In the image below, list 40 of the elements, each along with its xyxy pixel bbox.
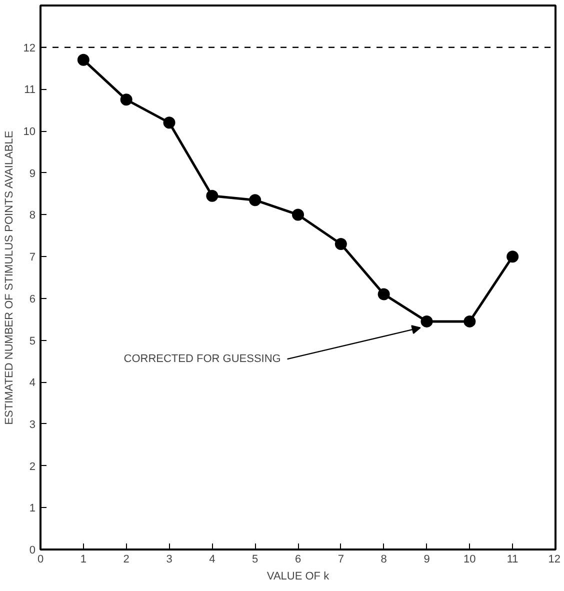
point [378,288,390,300]
y-tick-label: 8 [29,210,36,222]
x-tick-label: 7 [338,554,344,566]
x-tick-label: 9 [424,554,430,566]
y-tick-label: 7 [29,252,36,264]
x-tick-label: 5 [252,554,258,566]
y-tick-label: 6 [29,293,36,306]
y-tick-label: 2 [29,460,36,473]
x-tick-label: 1 [80,554,86,566]
y-tick-label: 11 [24,84,36,96]
x-tick-label: 2 [123,554,130,566]
x-tick-label: 6 [294,554,302,566]
y-tick-label: 5 [29,335,36,348]
y-axis-title: ESTIMATED NUMBER OF STIMULUS POINTS AVAILABLE [3,130,16,425]
x-tick-label: 11 [506,554,518,566]
x-tick-label: 10 [464,554,476,566]
point [334,238,347,250]
y-tick-label: 9 [29,168,36,180]
point [206,190,218,202]
x-tick-label: 12 [548,554,561,566]
x-tick-label: 0 [37,554,44,566]
x-tick-label: 8 [380,554,387,566]
y-tick-label: 1 [29,502,36,515]
point [77,54,90,66]
point [464,315,476,328]
y-tick-label: 10 [23,126,36,138]
annotation: CORRECTED FOR GUESSING [124,353,281,366]
y-tick-label: 3 [29,418,36,431]
point [506,250,519,263]
point [420,315,433,328]
y-tick-label: 4 [29,377,36,390]
point [292,208,304,221]
point [163,116,176,129]
x-axis-title: VALUE OF k [266,570,330,582]
y-tick-label: 0 [29,544,36,556]
point [120,94,132,106]
point [249,194,262,206]
x-tick-label: 4 [209,554,216,566]
x-tick-label: 3 [166,554,172,566]
y-tick-label: 12 [23,42,36,54]
